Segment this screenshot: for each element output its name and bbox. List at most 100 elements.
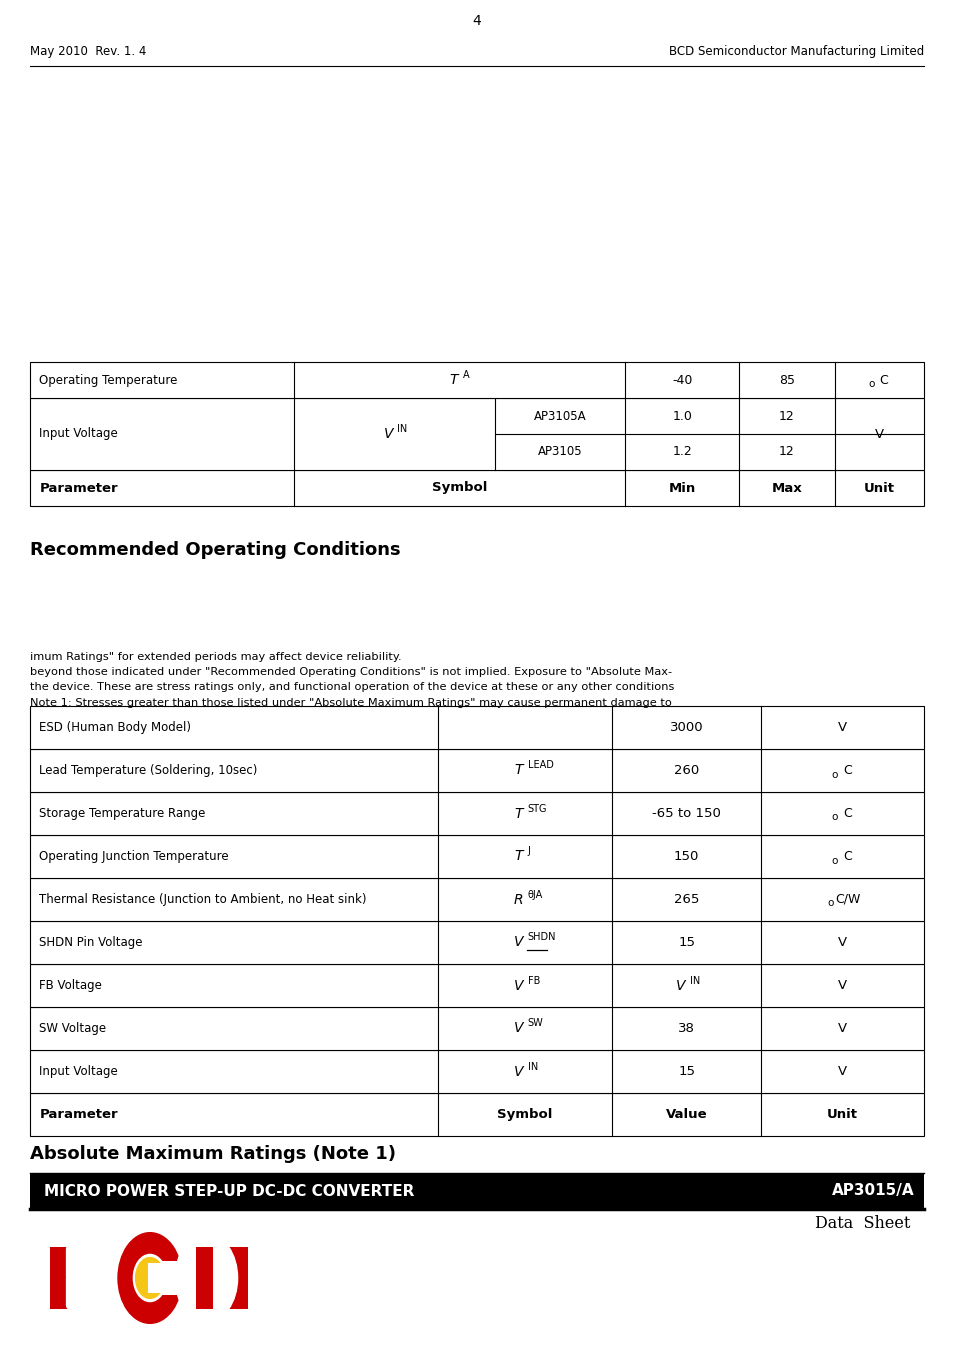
- Text: Data  Sheet: Data Sheet: [814, 1215, 909, 1232]
- Text: beyond those indicated under "Recommended Operating Conditions" is not implied. : beyond those indicated under "Recommende…: [30, 667, 672, 677]
- FancyBboxPatch shape: [66, 1274, 107, 1309]
- Bar: [30, 470, 923, 507]
- Text: 85: 85: [778, 373, 794, 386]
- Text: V: V: [383, 427, 393, 440]
- Text: 265: 265: [673, 893, 699, 907]
- Text: V: V: [874, 427, 882, 440]
- Text: LEAD: LEAD: [527, 761, 553, 770]
- Circle shape: [135, 1258, 164, 1298]
- Text: FB Voltage: FB Voltage: [39, 979, 102, 992]
- Circle shape: [133, 1255, 167, 1301]
- Text: o: o: [831, 812, 837, 823]
- Text: Input Voltage: Input Voltage: [39, 1065, 117, 1078]
- Bar: [30, 878, 923, 921]
- Text: V: V: [675, 978, 684, 993]
- Bar: [30, 748, 923, 792]
- Circle shape: [118, 1232, 182, 1324]
- Text: IN: IN: [689, 975, 700, 985]
- Text: SHDN: SHDN: [527, 932, 556, 943]
- FancyBboxPatch shape: [66, 1246, 107, 1281]
- Text: 3000: 3000: [669, 721, 702, 734]
- Text: Operating Junction Temperature: Operating Junction Temperature: [39, 850, 229, 863]
- Text: o: o: [867, 380, 874, 389]
- Bar: [68, 1277, 104, 1281]
- Text: 260: 260: [674, 765, 699, 777]
- Text: C: C: [842, 850, 851, 863]
- Text: 1.2: 1.2: [672, 446, 691, 458]
- Text: 12: 12: [778, 409, 794, 423]
- Text: AP3105: AP3105: [537, 446, 582, 458]
- Bar: [148, 1263, 183, 1293]
- Text: Unit: Unit: [826, 1108, 858, 1121]
- Text: T: T: [514, 807, 522, 820]
- Text: May 2010  Rev. 1. 4: May 2010 Rev. 1. 4: [30, 45, 146, 58]
- Text: C: C: [842, 807, 851, 820]
- Text: Symbol: Symbol: [432, 481, 487, 494]
- Text: Operating Temperature: Operating Temperature: [39, 373, 177, 386]
- Text: Storage Temperature Range: Storage Temperature Range: [39, 807, 205, 820]
- Bar: [30, 707, 923, 748]
- Text: V: V: [837, 1065, 846, 1078]
- Text: Min: Min: [668, 481, 695, 494]
- Text: V: V: [837, 979, 846, 992]
- Text: T: T: [514, 763, 522, 777]
- Text: o: o: [826, 898, 833, 908]
- Text: 12: 12: [778, 446, 794, 458]
- Text: SW Voltage: SW Voltage: [39, 1021, 106, 1035]
- Text: 4: 4: [472, 14, 481, 28]
- Bar: [30, 835, 923, 878]
- Text: R: R: [514, 893, 523, 907]
- Bar: [195, 1247, 248, 1309]
- Text: Parameter: Parameter: [40, 1108, 118, 1121]
- Text: FB: FB: [527, 975, 539, 985]
- Text: V: V: [514, 935, 523, 950]
- Text: Thermal Resistance (Junction to Ambient, no Heat sink): Thermal Resistance (Junction to Ambient,…: [39, 893, 366, 907]
- Text: -65 to 150: -65 to 150: [652, 807, 720, 820]
- Text: C/W: C/W: [834, 893, 860, 907]
- Bar: [50, 1247, 102, 1309]
- Bar: [68, 1273, 104, 1277]
- Text: Max: Max: [771, 481, 801, 494]
- Text: o: o: [831, 770, 837, 780]
- Circle shape: [175, 1233, 237, 1323]
- Bar: [30, 1050, 923, 1093]
- Text: Lead Temperature (Soldering, 10sec): Lead Temperature (Soldering, 10sec): [39, 765, 257, 777]
- Text: Note 1: Stresses greater than those listed under "Absolute Maximum Ratings" may : Note 1: Stresses greater than those list…: [30, 698, 671, 708]
- Bar: [30, 1006, 923, 1050]
- Text: V: V: [837, 1021, 846, 1035]
- Text: Absolute Maximum Ratings (Note 1): Absolute Maximum Ratings (Note 1): [30, 1146, 395, 1163]
- Text: V: V: [837, 721, 846, 734]
- Text: V: V: [514, 1021, 523, 1035]
- Bar: [30, 921, 923, 965]
- Text: imum Ratings" for extended periods may affect device reliability.: imum Ratings" for extended periods may a…: [30, 651, 401, 662]
- Text: Unit: Unit: [862, 481, 894, 494]
- Text: ESD (Human Body Model): ESD (Human Body Model): [39, 721, 191, 734]
- Bar: [30, 362, 923, 399]
- Bar: [195, 1247, 213, 1309]
- Text: V: V: [514, 978, 523, 993]
- Text: V: V: [514, 1065, 523, 1078]
- Text: IN: IN: [527, 1062, 537, 1071]
- Text: T: T: [449, 373, 457, 386]
- Text: Input Voltage: Input Voltage: [39, 427, 117, 440]
- Text: Value: Value: [665, 1108, 707, 1121]
- Bar: [30, 792, 923, 835]
- Text: AP3015/A: AP3015/A: [832, 1183, 914, 1198]
- Text: the device. These are stress ratings only, and functional operation of the devic: the device. These are stress ratings onl…: [30, 682, 674, 693]
- Text: Parameter: Parameter: [40, 481, 118, 494]
- Bar: [30, 1093, 923, 1136]
- Text: STG: STG: [527, 804, 547, 813]
- Text: BCD Semiconductor Manufacturing Limited: BCD Semiconductor Manufacturing Limited: [668, 45, 923, 58]
- Text: A: A: [462, 370, 469, 380]
- Text: 1.0: 1.0: [672, 409, 691, 423]
- Text: C: C: [842, 765, 851, 777]
- Text: SW: SW: [527, 1019, 543, 1028]
- Bar: [30, 399, 923, 470]
- Text: T: T: [514, 850, 522, 863]
- Text: 15: 15: [678, 1065, 695, 1078]
- Text: 15: 15: [678, 936, 695, 948]
- Text: MICRO POWER STEP-UP DC-DC CONVERTER: MICRO POWER STEP-UP DC-DC CONVERTER: [44, 1183, 414, 1198]
- Text: 150: 150: [673, 850, 699, 863]
- Text: -40: -40: [671, 373, 692, 386]
- Text: J: J: [527, 847, 530, 857]
